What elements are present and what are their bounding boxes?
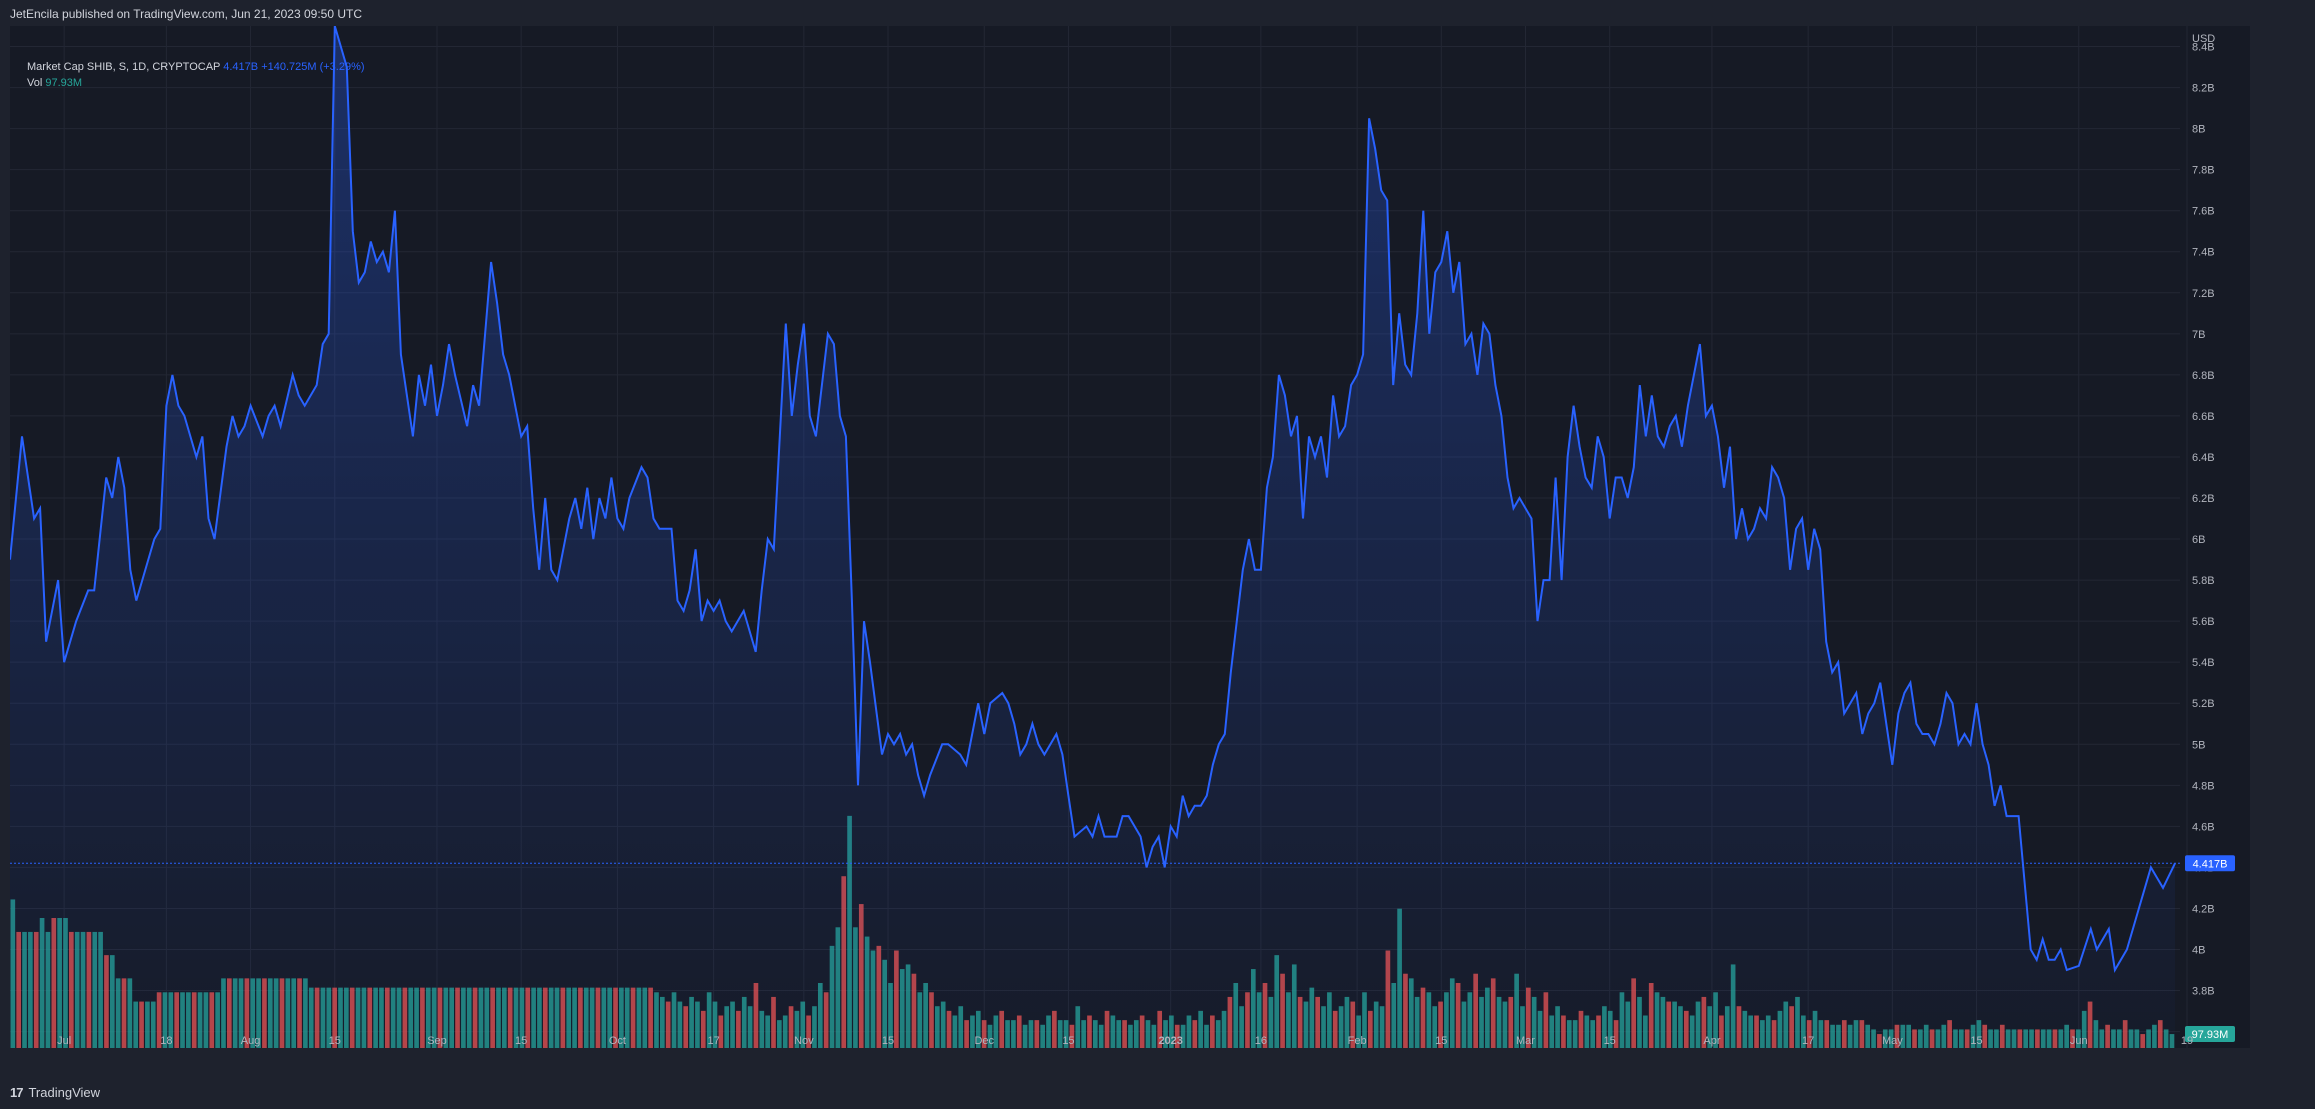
x-tick-label: Apr [1703, 1035, 1720, 1047]
x-tick-label: 15 [329, 1035, 341, 1047]
legend-symbol: Market Cap SHIB, S, 1D, CRYPTOCAP [27, 61, 221, 73]
y-tick-label: 4.2B [2192, 903, 2215, 915]
legend-volume-row: Vol 97.93M [27, 75, 365, 91]
x-tick-label: 17 [708, 1035, 720, 1047]
x-axis[interactable]: Jul 18 Aug 15 Sep 15 Oct 17 Nov 15 Dec 15 2023 16 Feb 1… [57, 1035, 2193, 1047]
tradingview-logo-icon: 17 [10, 1085, 24, 1100]
y-tick-label: 3.8B [2192, 986, 2215, 998]
market-cap-line [10, 26, 2176, 973]
bottom-bar: 17 TradingView [0, 1075, 2315, 1109]
x-tick-label: 15 [882, 1035, 894, 1047]
y-tick-label: 5.6B [2192, 616, 2215, 628]
price-chart[interactable]: USD3.6B3.8B4B4.2B4.4B4.6B4.8B5B5.2B5.4B5… [10, 26, 2250, 1048]
x-tick-label: Sep [427, 1035, 447, 1047]
y-tick-label: 5.4B [2192, 657, 2215, 669]
legend-last-value: 4.417B [223, 61, 259, 73]
x-tick-label: May [1882, 1035, 1903, 1047]
brand-name: TradingView [28, 1085, 101, 1100]
x-tick-label: 18 [160, 1035, 172, 1047]
x-tick-label: 15 [1435, 1035, 1447, 1047]
x-tick-label: Mar [1516, 1035, 1535, 1047]
last-price-badge [2185, 855, 2235, 872]
x-tick-label: 15 [1970, 1035, 1982, 1047]
y-tick-label: 6.2B [2192, 493, 2215, 505]
x-tick-label: 19 [2181, 1035, 2193, 1047]
x-tick-label: Oct [609, 1035, 626, 1047]
y-tick-label: 5.8B [2192, 575, 2215, 587]
tradingview-brand[interactable]: 17 TradingView [10, 1085, 100, 1100]
y-tick-label: 4B [2192, 944, 2205, 956]
x-tick-label: Feb [1348, 1035, 1367, 1047]
volume-badge [2185, 1026, 2235, 1042]
y-tick-label: 7B [2192, 329, 2205, 341]
x-tick-label: Dec [974, 1035, 994, 1047]
legend-main-row: Market Cap SHIB, S, 1D, CRYPTOCAP 4.417B… [27, 59, 365, 75]
top-bar: JetEncila published on TradingView.com, … [0, 0, 2315, 26]
chart-legend: Market Cap SHIB, S, 1D, CRYPTOCAP 4.417B… [27, 59, 365, 91]
volume-badge-label: 97.93M [2192, 1029, 2229, 1041]
y-tick-label: 7.8B [2192, 165, 2215, 177]
last-price-badge-label: 4.417B [2193, 858, 2228, 870]
x-tick-label: 15 [1604, 1035, 1616, 1047]
x-tick-label: Jun [2070, 1035, 2088, 1047]
chart-area[interactable]: USD3.6B3.8B4B4.2B4.4B4.6B4.8B5B5.2B5.4B5… [10, 26, 2250, 1048]
y-tick-label: 8.2B [2192, 83, 2215, 95]
legend-volume-label: Vol [27, 77, 43, 89]
y-axis-unit: USD [2192, 33, 2215, 45]
published-text: JetEncila published on TradingView.com, … [10, 7, 362, 21]
market-cap-area [10, 26, 2175, 1048]
y-tick-label: 5B [2192, 739, 2205, 751]
y-tick-label: 7.4B [2192, 247, 2215, 259]
x-tick-label: 17 [1802, 1035, 1814, 1047]
y-tick-label: 7.2B [2192, 288, 2215, 300]
x-tick-label: 16 [1255, 1035, 1267, 1047]
x-tick-label: 15 [515, 1035, 527, 1047]
y-tick-label: 7.6B [2192, 206, 2215, 218]
y-tick-label: 5.2B [2192, 698, 2215, 710]
legend-volume-value: 97.93M [45, 77, 83, 89]
y-tick-label: 4.8B [2192, 780, 2215, 792]
y-tick-label: 6.6B [2192, 411, 2215, 423]
y-tick-label: 8B [2192, 124, 2205, 136]
y-axis[interactable]: USD3.6B3.8B4B4.2B4.4B4.6B4.8B5B5.2B5.4B5… [2185, 33, 2235, 1042]
y-tick-label: 6B [2192, 534, 2205, 546]
y-tick-label: 6.8B [2192, 370, 2215, 382]
legend-change: +140.725M (+3.29%) [261, 61, 365, 73]
x-tick-label: Nov [794, 1035, 814, 1047]
x-tick-label: 15 [1062, 1035, 1074, 1047]
x-tick-label: 2023 [1158, 1035, 1182, 1047]
y-tick-label: 8.4B [2192, 42, 2215, 54]
y-tick-label: 4.6B [2192, 821, 2215, 833]
x-tick-label: Jul [57, 1035, 71, 1047]
x-tick-label: Aug [241, 1035, 261, 1047]
y-tick-label: 6.4B [2192, 452, 2215, 464]
